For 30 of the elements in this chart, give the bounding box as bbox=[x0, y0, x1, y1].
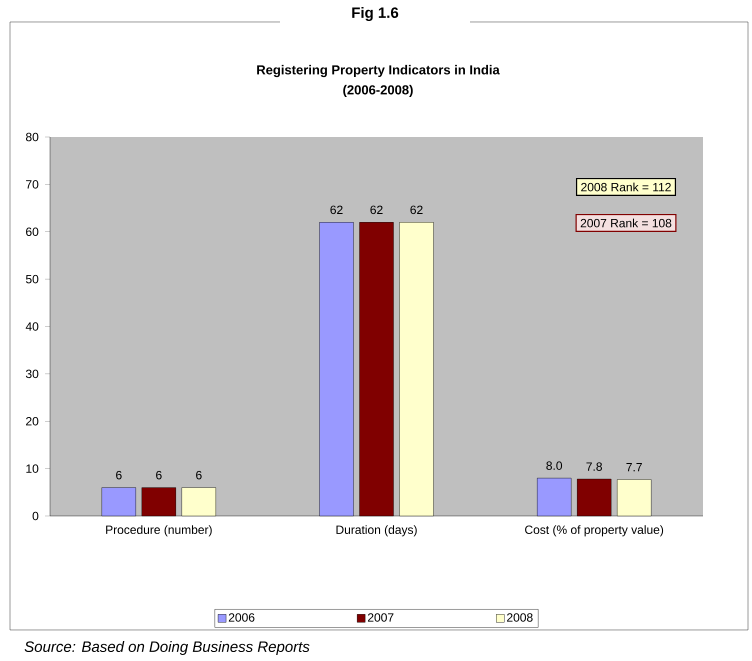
annotation: 2008 Rank = 112 bbox=[581, 182, 671, 192]
x-tick-label: Procedure (number) bbox=[106, 525, 212, 536]
y-tick-label: 10 bbox=[26, 464, 38, 473]
source-note: Source: Based on Doing Business Reports bbox=[24, 640, 310, 655]
data-label: 62 bbox=[410, 206, 423, 214]
y-tick-label: 70 bbox=[26, 180, 38, 189]
annotation: 2007 Rank = 108 bbox=[580, 218, 672, 228]
y-tick-label: 40 bbox=[26, 322, 38, 331]
data-label: 8.0 bbox=[546, 461, 562, 470]
data-label: 62 bbox=[330, 206, 343, 214]
chart-subtitle: (2006-2008) bbox=[343, 84, 413, 98]
legend-label: 2008 bbox=[507, 613, 533, 622]
data-label: 62 bbox=[370, 206, 383, 214]
data-label: 6 bbox=[116, 470, 122, 480]
y-tick-label: 30 bbox=[26, 370, 38, 378]
x-tick-label: Duration (days) bbox=[336, 525, 417, 536]
legend-label: 2007 bbox=[368, 613, 394, 622]
legend-label: 2006 bbox=[228, 613, 254, 622]
y-tick-label: 50 bbox=[26, 274, 38, 284]
data-label: 6 bbox=[156, 470, 162, 480]
caption: Fig 1.6 bbox=[352, 6, 398, 22]
data-label: 7.8 bbox=[586, 462, 602, 471]
chart-title: Registering Property Indicators in India bbox=[257, 64, 500, 78]
y-tick-label: 60 bbox=[26, 228, 38, 236]
y-tick-label: 80 bbox=[26, 132, 38, 142]
y-tick-label: 20 bbox=[26, 416, 38, 426]
data-label: 7.7 bbox=[626, 463, 642, 472]
data-label: 6 bbox=[196, 470, 202, 480]
y-tick-label: 0 bbox=[32, 512, 38, 520]
x-tick-label: Cost (% of property value) bbox=[525, 525, 664, 536]
